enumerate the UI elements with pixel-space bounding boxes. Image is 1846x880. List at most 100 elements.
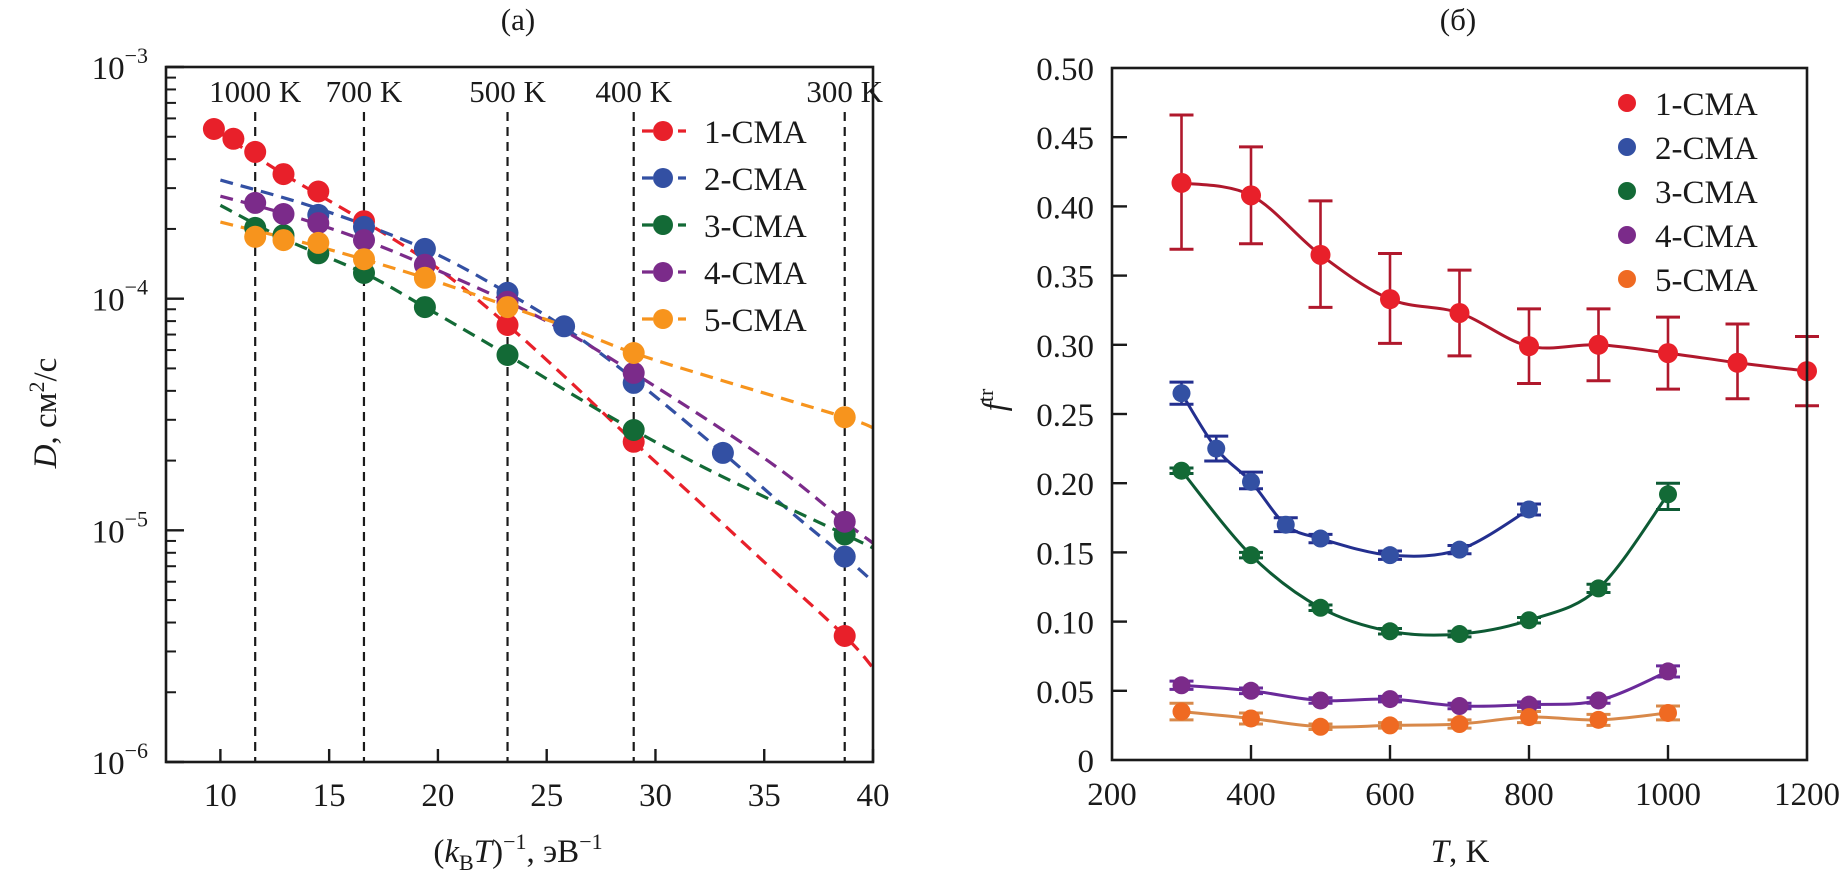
data-point-2-CMA [413,237,436,260]
data-point-1-CMA [496,314,519,336]
data-point-2-CMA [1450,540,1469,559]
y-tick-label: 0.50 [1036,52,1094,88]
y-tick-label: 0.40 [1036,190,1094,226]
temperature-label: 1000 K [209,74,302,109]
panel-b-y-axis-title: ftr [973,388,1013,411]
x-tick-label: 15 [313,778,346,814]
x-axis-T: T [474,834,495,870]
legend-label: 5-CMA [704,303,807,339]
data-point-5-CMA [1172,702,1191,721]
legend-label: 1-CMA [704,115,807,151]
data-point-1-CMA [1310,244,1331,265]
data-point-5-CMA [833,406,856,429]
y-tick-label: 0.30 [1036,329,1094,365]
x-tick-label: 1000 [1635,777,1701,813]
y-tick-label: 10−4 [92,275,148,319]
data-point-3-CMA [622,419,645,441]
data-point-4-CMA [833,510,856,533]
temperature-label: 700 K [326,74,403,109]
x-tick-label: 10 [204,778,237,814]
data-point-4-CMA [1450,697,1469,716]
y-axis-unit-exp: 2 [24,381,49,392]
data-point-1-CMA [1588,334,1609,355]
data-point-3-CMA [413,296,436,319]
panel-a-title: (a) [501,2,535,37]
data-point-2-CMA [1207,439,1226,458]
legend-label: 2-CMA [1655,131,1758,167]
data-point-2-CMA [553,315,576,338]
data-point-2-CMA [1520,500,1538,519]
x-tick-label: 30 [639,778,672,814]
x-axis-exp2: −1 [579,829,602,854]
y-tick-label: 10−5 [92,506,148,550]
legend-label: 4-CMA [704,256,807,292]
y-tick-label: 10−6 [92,738,148,782]
x-axis-paren-open: ( [433,834,444,870]
data-point-5-CMA [1311,717,1330,736]
data-point-1-CMA [307,180,330,203]
data-point-2-CMA [711,441,734,464]
series-line-1-CMA [1181,181,1808,373]
data-point-5-CMA [244,225,267,248]
data-point-4-CMA [1589,691,1608,710]
data-point-4-CMA [1311,691,1330,710]
data-point-1-CMA [272,163,295,186]
x-axis-paren-close: ) [492,834,503,870]
data-point-1-CMA [1380,289,1400,310]
y-tick-exp: −4 [125,275,148,300]
data-point-5-CMA [307,231,330,254]
x-axis-exp1: −1 [503,829,526,854]
panel-a-x-axis-title: (kBT)−1, эВ−1 [433,829,602,875]
data-point-2-CMA [1381,546,1399,565]
x-tick-label: 25 [530,778,563,814]
data-point-3-CMA [496,344,519,366]
data-point-4-CMA [622,361,645,384]
legend-label: 2-CMA [704,162,807,198]
legend-marker-2-CMA [1618,138,1636,156]
y-tick-base: 10 [92,51,125,87]
y-axis-unit-rest: /с [28,358,64,382]
data-point-1-CMA [1519,336,1539,357]
y-tick-label: 0.20 [1036,467,1094,503]
data-point-4-CMA [244,191,267,214]
data-point-5-CMA [1381,716,1399,735]
y-tick-label: 0.35 [1036,260,1094,296]
legend-label: 4-CMA [1655,219,1758,255]
data-points [1171,172,1817,736]
y-tick-exp: −5 [125,506,148,531]
data-point-4-CMA [1381,690,1399,709]
data-point-3-CMA [1311,598,1330,617]
x-tick-label: 200 [1087,777,1137,813]
legend-marker-4-CMA [653,262,673,282]
y-tick-label: 0.25 [1036,398,1094,434]
y-tick-base: 10 [92,514,125,550]
temperature-label: 400 K [595,74,672,109]
plot-frame [164,65,875,764]
y-axis-unit: , см [28,392,64,444]
legend-marker-3-CMA [1618,182,1636,200]
data-point-3-CMA [1242,546,1260,565]
legend-marker-1-CMA [1618,94,1636,112]
data-point-5-CMA [1589,710,1608,729]
data-point-5-CMA [353,248,375,271]
data-point-1-CMA [1171,172,1192,193]
plot-frame [1110,66,1809,762]
x-tick-label: 600 [1365,777,1415,813]
series-line-2-CMA [1180,392,1530,558]
data-point-1-CMA [833,625,856,647]
data-point-1-CMA [1449,302,1470,323]
data-point-4-CMA [1172,676,1191,695]
y-tick-exp: −3 [125,43,148,68]
y-axis-sup: tr [973,388,998,402]
panel-b-fraction-chart: (б) 200 400 600 800 1000 1200 0 0.05 0.10 0.15 0.2… [973,2,1840,870]
data-point-5-CMA [496,296,519,319]
data-point-1-CMA [1241,185,1261,206]
data-point-1-CMA [222,127,245,150]
data-point-5-CMA [1659,703,1677,722]
data-point-4-CMA [353,229,375,252]
y-axis-symbol: D [28,444,64,469]
x-axis-k: k [444,834,460,870]
panel-b-legend: 1-CMA 2-CMA 3-CMA 4-CMA 5-CMA [1618,87,1758,299]
data-point-3-CMA [1589,579,1608,598]
